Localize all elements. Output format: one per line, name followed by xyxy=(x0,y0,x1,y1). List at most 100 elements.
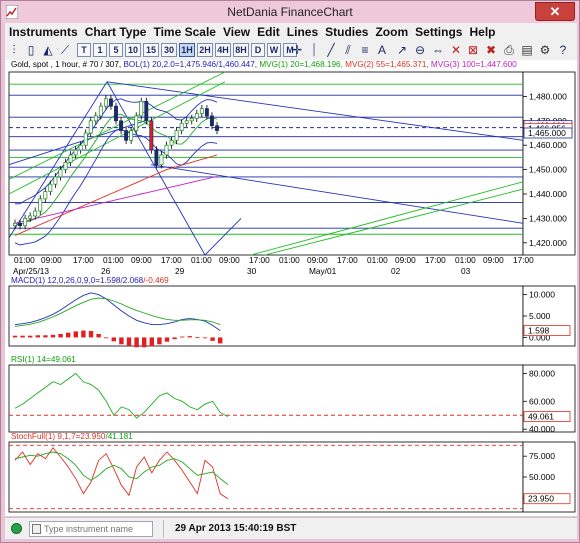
menu-edit[interactable]: Edit xyxy=(257,25,280,39)
time-axis-label: 01:00 xyxy=(279,255,300,265)
menu-lines[interactable]: Lines xyxy=(286,25,319,39)
window-title: NetDania FinanceChart xyxy=(227,5,353,19)
delete-line-icon[interactable]: ✕ xyxy=(450,43,462,57)
chart-canvas[interactable]: Gold, spot , 1 hour, # 70 / 307, BOL(1) … xyxy=(5,60,577,516)
vertical-line-icon[interactable]: ⏐ xyxy=(310,43,318,57)
macd-histogram-bar xyxy=(81,330,86,338)
trend-line xyxy=(8,81,108,239)
print-icon[interactable]: ⎙ xyxy=(504,43,514,57)
candle-body xyxy=(194,113,199,119)
instrument-search-input[interactable] xyxy=(29,521,153,537)
candle-body xyxy=(88,120,93,134)
timeframe-8h-button[interactable]: 8H xyxy=(233,43,249,57)
price-legend-item: MVG(1) 20=1,468.196, xyxy=(259,60,345,69)
help-icon[interactable]: ? xyxy=(559,43,567,57)
macd-signal-line xyxy=(14,297,221,327)
rsi-legend-item: RSI(1) 14=49.061 xyxy=(11,355,76,364)
time-axis-label: 01:00 xyxy=(191,255,212,265)
delete-study-icon[interactable]: ⊠ xyxy=(467,43,479,57)
menu-zoom[interactable]: Zoom xyxy=(375,25,409,39)
candle-body xyxy=(48,183,53,192)
candle-body xyxy=(159,154,164,166)
fit-icon[interactable]: ⇔ xyxy=(432,43,444,57)
close-button[interactable]: ✕ xyxy=(535,2,575,21)
price-legend: Gold, spot , 1 hour, # 70 / 307, BOL(1) … xyxy=(11,60,517,69)
macd-histogram-bar xyxy=(218,337,223,344)
time-axis-label: 09:00 xyxy=(131,255,152,265)
macd-histogram-bar xyxy=(142,337,147,348)
settings-icon[interactable]: ⚙ xyxy=(539,43,551,57)
macd-histogram-bar xyxy=(35,335,40,338)
menu-help[interactable]: Help xyxy=(469,25,496,39)
timeframe-5-button[interactable]: 5 xyxy=(109,43,123,57)
timeframe-2h-button[interactable]: 2H xyxy=(197,43,213,57)
app-icon xyxy=(6,5,18,19)
price-legend-item: MVG(2) 55=1,465.371, xyxy=(345,60,431,69)
candle-body xyxy=(83,132,88,146)
text-tool-icon[interactable]: A xyxy=(377,43,386,57)
chart-area[interactable]: Gold, spot , 1 hour, # 70 / 307, BOL(1) … xyxy=(5,60,577,516)
macd-axis-frame xyxy=(522,285,576,347)
candle-body xyxy=(43,191,48,200)
macd-histogram-bar xyxy=(111,337,116,342)
timeframe-d-button[interactable]: D xyxy=(251,43,265,57)
timeframe-4h-button[interactable]: 4H xyxy=(215,43,231,57)
timeframe-10-button[interactable]: 10 xyxy=(125,43,141,57)
candle-chart-icon[interactable]: ▯ xyxy=(27,43,35,57)
price-axis-label: 1,450.000 xyxy=(529,165,567,175)
timeframe-1-button[interactable]: 1 xyxy=(93,43,107,57)
arrow-tool-icon[interactable]: ↗ xyxy=(396,43,408,57)
candle-body xyxy=(13,222,17,227)
candle-body xyxy=(103,98,108,107)
zoom-out-icon[interactable]: ⊖ xyxy=(414,43,426,57)
timeframe-w-button[interactable]: W xyxy=(267,43,281,57)
fibonacci-icon[interactable]: ≡ xyxy=(361,43,369,57)
timeframe-15-button[interactable]: 15 xyxy=(143,43,159,57)
menu-settings[interactable]: Settings xyxy=(415,25,463,39)
bar-chart-icon[interactable]: ⫶ xyxy=(12,43,16,57)
timeframe-t-button[interactable]: T xyxy=(77,43,91,57)
candle-body xyxy=(78,144,83,151)
macd-histogram-bar xyxy=(134,337,139,348)
save-icon[interactable]: ▤ xyxy=(521,43,533,57)
crosshair-icon[interactable]: ✛ xyxy=(291,43,303,57)
candle-body xyxy=(73,149,78,156)
menu-view[interactable]: View xyxy=(222,25,251,39)
candle-body xyxy=(108,98,113,107)
candle-body xyxy=(114,105,118,122)
menu-time-scale[interactable]: Time Scale xyxy=(153,25,216,39)
menu-studies[interactable]: Studies xyxy=(325,25,369,39)
trend-line-icon[interactable]: ╱ xyxy=(327,43,335,57)
title-bar[interactable]: NetDania FinanceChart ✕ xyxy=(1,1,579,23)
price-legend-item: Gold, spot , 1 hour, # 70 / 307, xyxy=(11,60,123,69)
macd-axis-label: 0.000 xyxy=(529,332,551,342)
channel-icon[interactable]: ⫽ xyxy=(345,43,351,57)
date-axis-label: 29 xyxy=(175,266,185,276)
stoch-k-line xyxy=(14,447,229,500)
channel-line xyxy=(264,188,524,256)
stoch-legend-item: /41.181 xyxy=(105,432,133,441)
bollinger-lower-line xyxy=(14,128,218,246)
timeframe-1h-button[interactable]: 1H xyxy=(179,43,195,57)
macd-histogram-bar xyxy=(50,334,56,338)
menu-instruments[interactable]: Instruments xyxy=(9,25,78,39)
macd-histogram-bar xyxy=(126,337,132,346)
trend-line xyxy=(204,218,242,256)
timeframe-30-button[interactable]: 30 xyxy=(161,43,177,57)
menu-chart-type[interactable]: Chart Type xyxy=(84,25,147,39)
area-chart-icon[interactable]: ◭ xyxy=(43,43,53,57)
date-axis-label: May/01 xyxy=(309,266,337,276)
line-chart-icon[interactable]: ⟋ xyxy=(60,43,70,57)
date-axis-label: 26 xyxy=(101,266,111,276)
price-label: 1,465.000 xyxy=(528,128,566,138)
candle-body xyxy=(53,176,58,185)
macd-legend-item: MACD(1) 12,0,26,0,9,0=1.598/ xyxy=(11,276,123,285)
status-separator xyxy=(163,520,164,538)
price-legend-item: BOL(1) 20,2.0=1,475.946/1,460.447, xyxy=(123,60,259,69)
macd-histogram-bar xyxy=(43,335,48,338)
price-axis-frame xyxy=(522,71,576,256)
timeframe-m-button[interactable]: M xyxy=(283,43,297,57)
price-plot-frame xyxy=(8,71,524,256)
delete-all-icon[interactable]: ✖ xyxy=(485,43,497,57)
trend-line xyxy=(106,81,206,256)
